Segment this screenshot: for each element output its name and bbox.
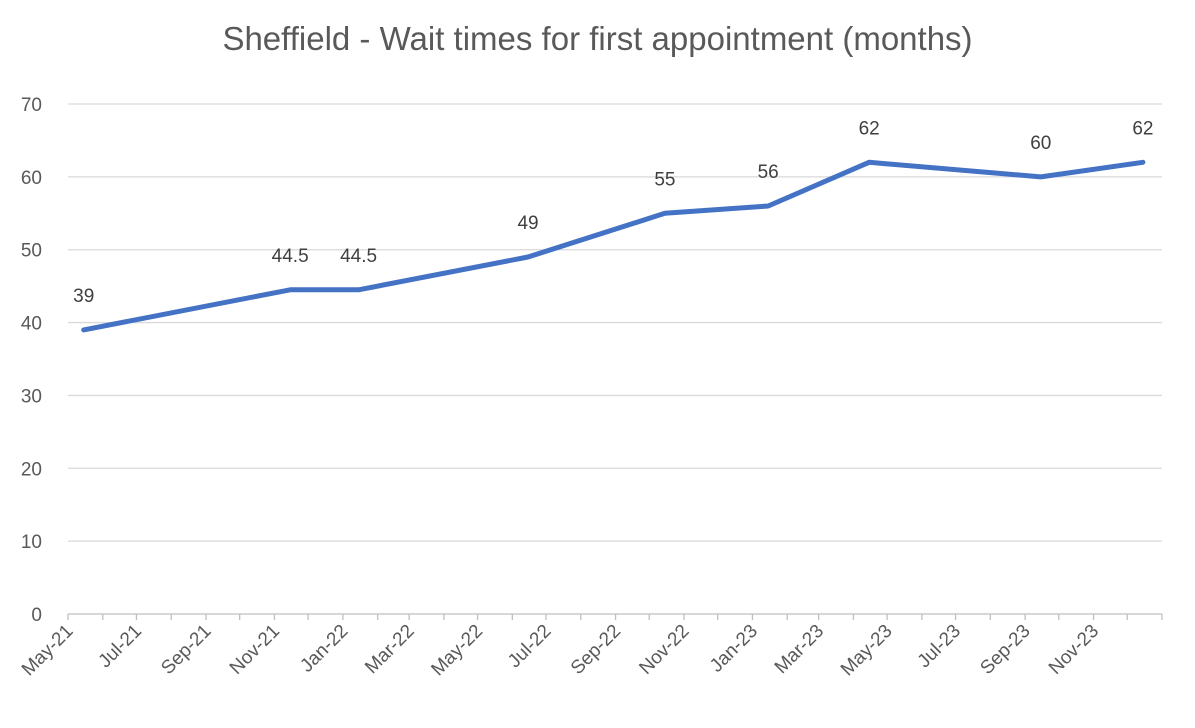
x-tick-label: Jan-22 (296, 621, 352, 677)
x-tick-label: Jul-21 (95, 621, 146, 672)
x-tick-label: Nov-22 (635, 621, 693, 679)
x-tick-label: Jul-22 (504, 621, 555, 672)
x-tick-label: Sep-21 (157, 621, 215, 679)
y-tick-label: 0 (31, 605, 42, 626)
x-tick-label: Mar-22 (361, 621, 418, 678)
y-tick-label: 40 (21, 314, 42, 335)
y-tick-label: 70 (21, 95, 42, 116)
series-line (81, 159, 1146, 333)
y-tick-label: 20 (21, 459, 42, 480)
data-label: 39 (73, 286, 94, 307)
x-tick-label: May-22 (427, 621, 487, 681)
data-label: 60 (1030, 133, 1051, 154)
data-label: 44.5 (272, 246, 309, 267)
y-tick-label: 10 (21, 532, 42, 553)
x-tick-label: Sep-23 (976, 621, 1034, 679)
y-tick-label: 50 (21, 241, 42, 262)
y-tick-label: 60 (21, 168, 42, 189)
data-label: 56 (758, 162, 779, 183)
y-tick-label: 30 (21, 386, 42, 407)
data-label: 62 (1132, 118, 1153, 139)
x-tick-label: Nov-23 (1045, 621, 1103, 679)
x-tick-label: Mar-23 (771, 621, 828, 678)
data-label: 49 (517, 213, 538, 234)
x-tick-label: Jan-23 (706, 621, 762, 677)
x-tick-label: Nov-21 (226, 621, 284, 679)
data-label: 55 (654, 169, 675, 190)
x-tick-label: Jul-23 (914, 621, 965, 672)
x-tick-label: May-23 (837, 621, 897, 681)
chart-title: Sheffield - Wait times for first appoint… (222, 20, 973, 57)
x-tick-label: Sep-22 (567, 621, 625, 679)
data-label: 44.5 (340, 246, 377, 267)
data-label: 62 (859, 118, 880, 139)
x-tick-label: May-21 (18, 621, 78, 681)
